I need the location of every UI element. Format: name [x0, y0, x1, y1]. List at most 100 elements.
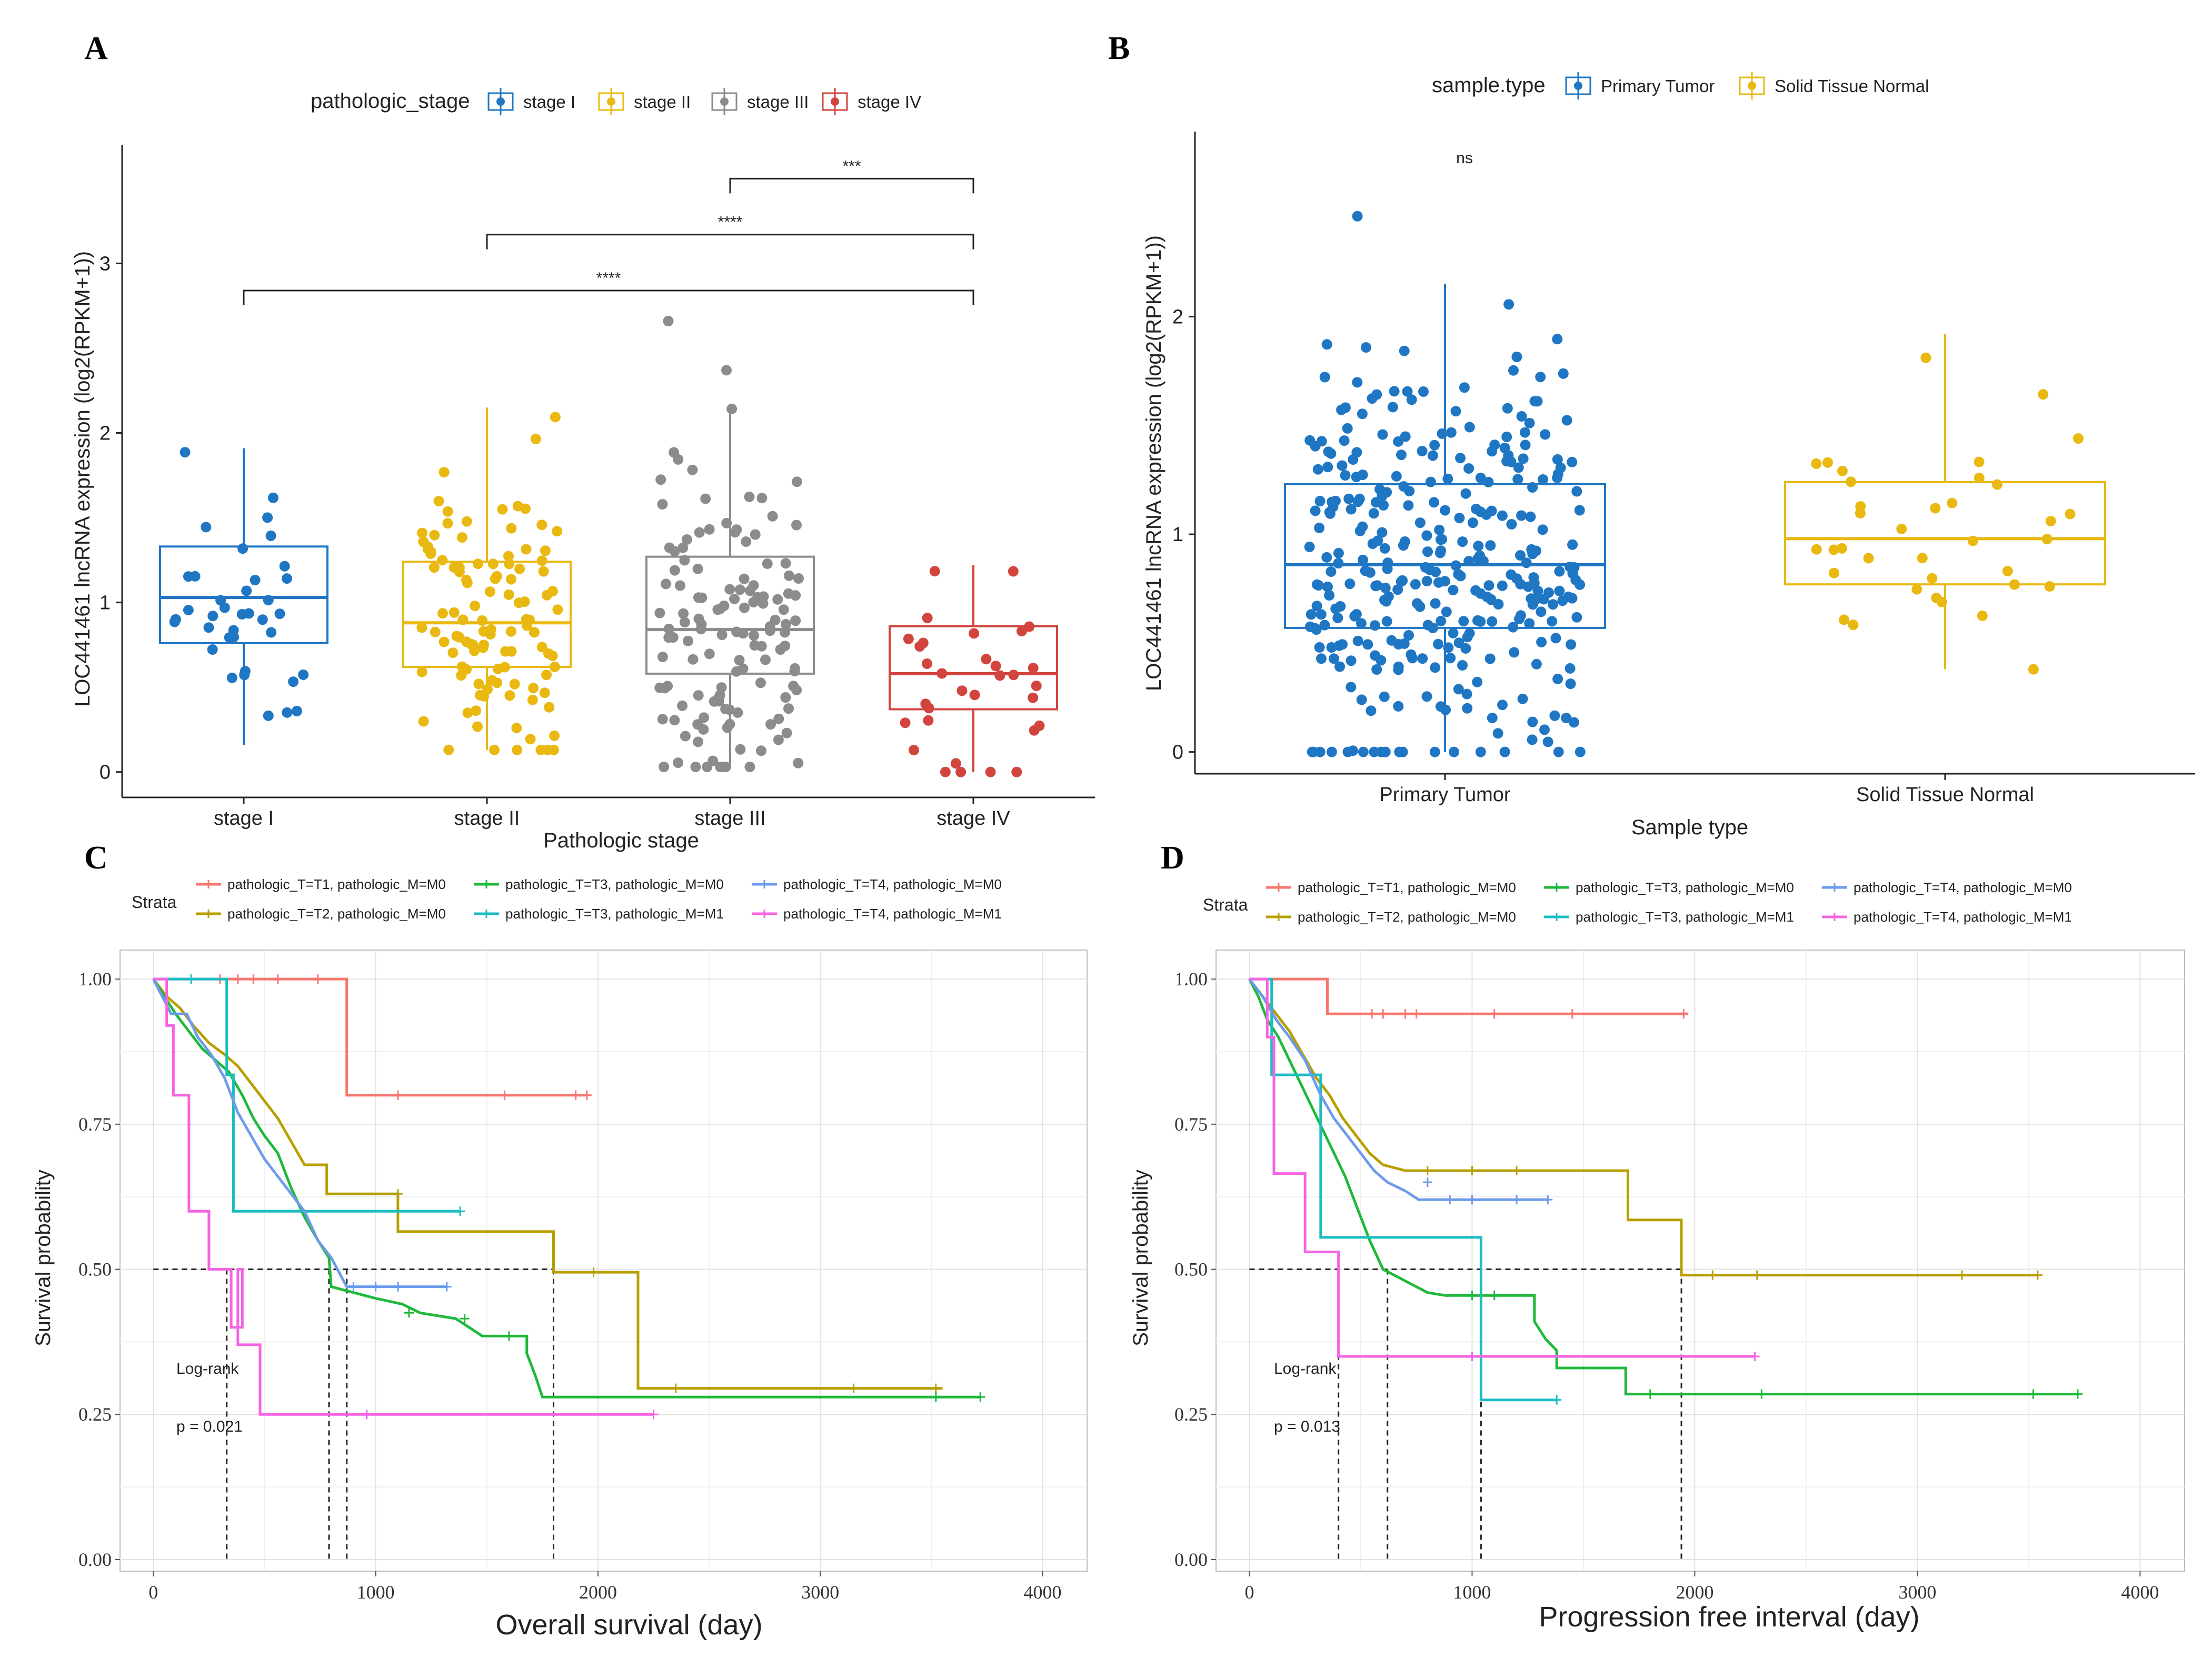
data-point [1552, 472, 1563, 483]
data-point [1487, 713, 1498, 723]
data-point [793, 757, 804, 768]
data-point [1330, 603, 1341, 614]
data-point [180, 447, 191, 458]
data-point [504, 690, 515, 701]
data-point [1346, 655, 1357, 666]
data-point [509, 678, 520, 690]
data-point [673, 757, 684, 768]
y-tick-label: 0.50 [1174, 1259, 1208, 1280]
data-point [990, 661, 1001, 672]
censor-mark [313, 974, 323, 984]
data-point [1333, 640, 1344, 651]
significance-label: **** [596, 269, 621, 287]
data-point [470, 601, 481, 612]
data-point [1524, 417, 1535, 428]
data-point [1356, 618, 1367, 629]
survival-curve-t3m0 [1248, 978, 2078, 1396]
panel-label-b: B [1108, 31, 1130, 66]
data-point [1445, 653, 1456, 664]
y-tick-label: 0.25 [1174, 1404, 1208, 1425]
data-point [429, 562, 440, 573]
legend-label: Primary Tumor [1601, 76, 1715, 96]
data-point [708, 755, 719, 766]
data-point [765, 719, 776, 730]
data-point [1531, 658, 1542, 670]
data-point [1352, 377, 1363, 388]
data-point [1450, 406, 1461, 417]
censor-mark [455, 1206, 465, 1216]
data-point [760, 654, 771, 665]
data-point [669, 447, 680, 458]
censor-mark [1489, 1291, 1499, 1301]
data-point [1539, 724, 1550, 735]
data-point [1403, 500, 1414, 511]
data-point [1917, 553, 1928, 564]
data-point [547, 586, 558, 597]
data-point [1314, 642, 1325, 653]
data-point [756, 745, 766, 756]
censor-mark [671, 1383, 681, 1393]
panel-label-d: D [1161, 840, 1184, 876]
data-point [744, 491, 755, 502]
data-point [1486, 594, 1497, 605]
data-point [1034, 720, 1045, 731]
data-point [1511, 352, 1522, 362]
data-point [1392, 584, 1403, 595]
data-point [1487, 616, 1498, 627]
data-point [1372, 535, 1383, 546]
data-point [1492, 728, 1503, 739]
data-point [922, 613, 933, 624]
data-point [1417, 653, 1428, 664]
data-point [2002, 566, 2013, 577]
data-point [487, 558, 499, 570]
survival-curve-t4m0 [152, 978, 447, 1289]
panel-b: B sample.type Primary Tumor Solid Tissue … [1108, 31, 2195, 839]
data-point [1369, 620, 1380, 631]
data-point [1463, 463, 1474, 474]
data-point [1575, 746, 1586, 757]
data-point [657, 652, 668, 663]
data-point [1927, 573, 1938, 584]
data-point [1565, 663, 1576, 674]
data-point [1403, 630, 1414, 641]
data-point [1358, 746, 1369, 757]
data-point [1515, 550, 1526, 561]
data-point [1382, 557, 1393, 568]
data-point [681, 534, 692, 545]
data-point [791, 520, 802, 531]
data-point [1446, 427, 1457, 438]
data-point [266, 627, 277, 638]
data-point [1436, 534, 1446, 545]
data-point [1535, 372, 1546, 383]
data-point [1497, 580, 1508, 591]
data-point [1570, 574, 1581, 585]
x-tick-label: 1000 [1453, 1582, 1491, 1603]
km-plot-c: 0 1000 2000 3000 4000 0.00 0.25 0.50 0.75 1.00 Log… [78, 950, 1088, 1603]
data-point [433, 496, 444, 507]
data-point [513, 597, 524, 608]
data-point [1911, 584, 1922, 595]
data-point [298, 669, 309, 680]
significance-bracket [243, 289, 974, 305]
data-point [449, 562, 460, 573]
data-point [1532, 585, 1543, 596]
data-point [778, 604, 789, 615]
legend-label: pathologic_T=T3, pathologic_M=M0 [1576, 880, 1794, 895]
data-point [529, 627, 540, 638]
data-point [1418, 386, 1429, 397]
censor-mark [273, 974, 283, 984]
y-tick-label: 0.75 [78, 1114, 112, 1135]
data-point [1453, 637, 1464, 648]
legend-key-t3m1 [474, 910, 499, 918]
data-point [503, 589, 514, 600]
data-point [1434, 524, 1445, 535]
data-point [1484, 653, 1496, 664]
legend-key-t4m0 [752, 880, 777, 888]
legend-a: pathologic_stage stage I stage II stage II… [311, 88, 921, 115]
legend-key-t3m0 [1544, 883, 1569, 892]
data-point [661, 578, 671, 590]
points-stage-ii [416, 412, 563, 755]
data-point [1429, 440, 1440, 451]
y-tick-label: 0.00 [1174, 1549, 1208, 1570]
